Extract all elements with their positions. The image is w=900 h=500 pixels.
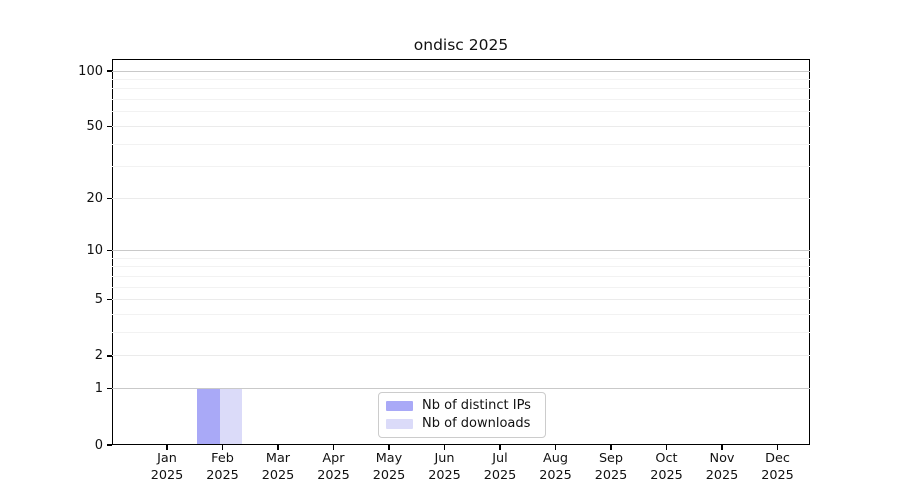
x-axis-year-label: 2025 [150, 467, 184, 483]
x-axis-year-label: 2025 [705, 467, 739, 483]
x-axis-year-label: 2025 [483, 467, 517, 483]
x-axis-tick-label: Aug 2025 [528, 451, 584, 484]
y-axis-tick-label: 50 [86, 118, 103, 134]
y-axis-tick-label: 100 [78, 63, 103, 79]
gridline-minor [112, 286, 810, 288]
x-axis-year-label: 2025 [539, 467, 572, 483]
x-axis-tick-label: Nov 2025 [694, 451, 750, 484]
x-axis-tick-label: May 2025 [361, 451, 417, 484]
legend-swatch-icon [386, 400, 413, 411]
x-axis-tick [721, 445, 723, 450]
legend-item: Nb of downloads [386, 416, 536, 431]
x-axis-year-label: 2025 [206, 467, 239, 483]
gridline-minor [112, 314, 810, 316]
x-axis-tick-label: Feb 2025 [195, 451, 251, 484]
gridline-major [112, 70, 810, 72]
x-axis-tick-label: Dec 2025 [750, 451, 806, 484]
gridline-minor [112, 111, 810, 113]
x-axis-year-label: 2025 [594, 467, 628, 483]
x-axis-tick [332, 445, 335, 450]
gridline-minor [112, 143, 810, 145]
legend-item-label: Nb of downloads [422, 416, 531, 431]
gridline-major [112, 388, 810, 390]
legend-swatch-icon [386, 418, 413, 429]
gridline-minor [112, 88, 810, 90]
y-axis-tick [107, 70, 112, 72]
y-axis-tick [107, 197, 112, 199]
gridline [112, 355, 810, 357]
y-axis-tick [107, 299, 112, 301]
legend: Nb of distinct IPs Nb of downloads [378, 392, 546, 438]
gridline-minor [112, 275, 810, 277]
gridline-minor [112, 266, 810, 268]
x-axis-tick-label: Oct 2025 [639, 451, 695, 484]
x-axis-tick [443, 445, 446, 450]
x-axis-year-label: 2025 [261, 467, 295, 483]
y-axis-tick [107, 388, 112, 390]
x-axis-year-label: 2025 [317, 467, 350, 483]
y-axis-tick-label: 1 [94, 381, 103, 397]
x-axis-tick [776, 445, 779, 450]
y-axis-tick-label: 0 [94, 437, 103, 453]
x-axis-tick [277, 445, 279, 450]
x-axis-tick [610, 445, 612, 450]
x-axis-tick-label: Sep 2025 [583, 451, 639, 484]
y-axis-tick-label: 10 [86, 243, 103, 259]
legend-item-label: Nb of distinct IPs [422, 398, 531, 413]
y-axis-tick-label: 2 [94, 348, 103, 364]
gridline-minor [112, 99, 810, 101]
legend-item: Nb of distinct IPs [386, 398, 536, 413]
y-axis-tick [107, 125, 112, 127]
y-axis-tick [107, 444, 112, 446]
gridline [112, 299, 810, 301]
x-axis-tick-label: Apr 2025 [306, 451, 362, 484]
gridline [112, 125, 810, 127]
gridline-minor [112, 332, 810, 334]
x-axis-tick [554, 445, 557, 450]
x-axis-tick-label: Jun 2025 [417, 451, 473, 484]
x-axis-tick [665, 445, 668, 450]
gridline-minor [112, 257, 810, 259]
bar-distinct-ips [197, 388, 220, 444]
x-axis-tick [388, 445, 390, 450]
y-axis-tick-label: 5 [94, 292, 103, 308]
gridline [112, 197, 810, 199]
x-axis-tick [221, 445, 224, 450]
x-axis-tick [166, 445, 168, 450]
gridline-minor [112, 166, 810, 168]
x-axis-year-label: 2025 [372, 467, 406, 483]
gridline-major [112, 250, 810, 252]
y-axis-tick-label: 20 [86, 190, 103, 206]
x-axis-year-label: 2025 [761, 467, 794, 483]
x-axis-year-label: 2025 [428, 467, 461, 483]
plot-area [112, 59, 810, 445]
chart-title: ondisc 2025 [413, 36, 509, 54]
gridline-minor [112, 78, 810, 80]
x-axis-tick-label: Jan 2025 [139, 451, 195, 484]
x-axis-tick [499, 445, 501, 450]
y-axis-tick [107, 250, 112, 252]
x-axis-tick-label: Mar 2025 [250, 451, 306, 484]
y-axis-tick [107, 355, 112, 357]
x-axis-year-label: 2025 [650, 467, 683, 483]
x-axis-tick-label: Jul 2025 [472, 451, 528, 484]
bar-downloads [219, 388, 242, 444]
